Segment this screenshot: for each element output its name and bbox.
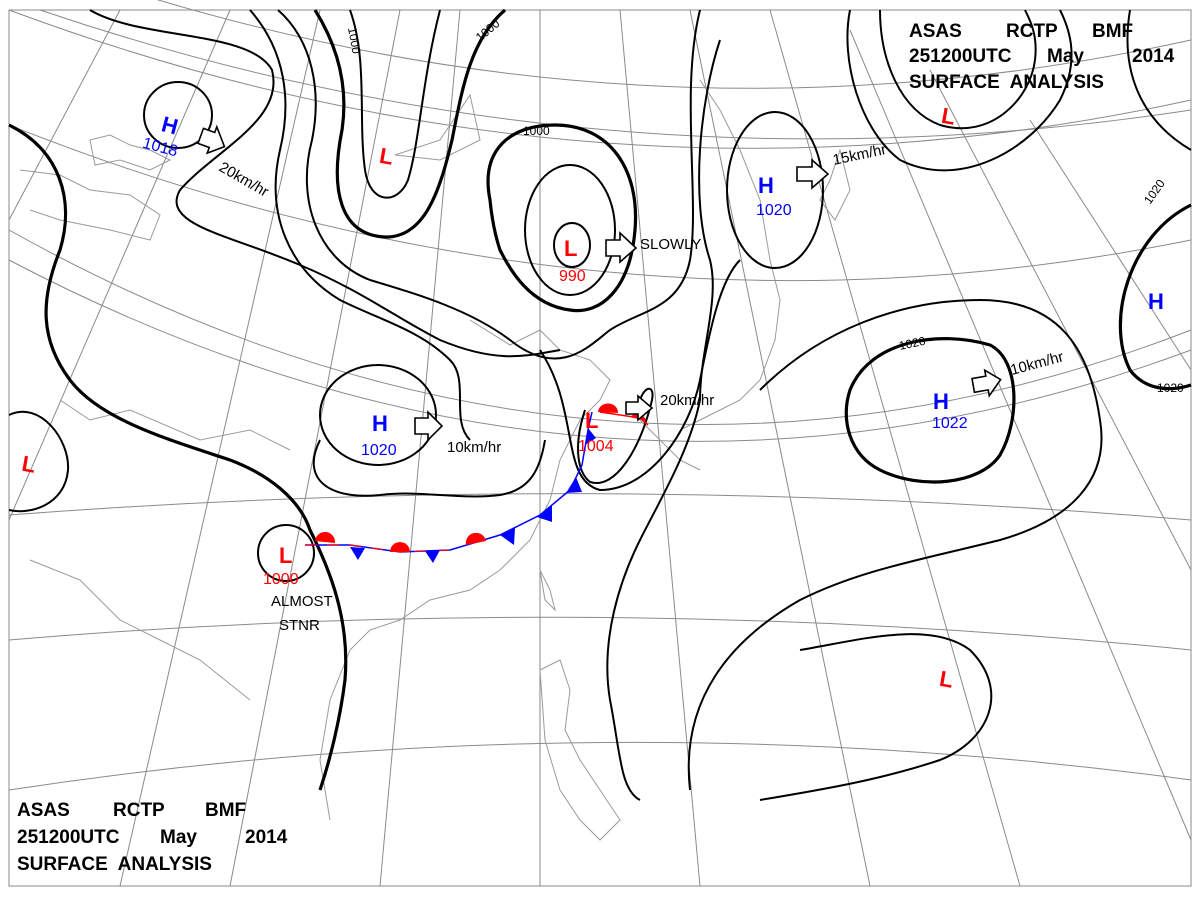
motion-arrow-icon bbox=[796, 158, 830, 190]
header-year: 2014 bbox=[245, 827, 288, 848]
header-top-right: ASAS RCTP BMF 251200UTC May 2014 SURFACE… bbox=[909, 21, 1175, 93]
high-center-symbol: H bbox=[1148, 289, 1164, 314]
motion-arrow-icon bbox=[971, 368, 1002, 398]
header-station: RCTP bbox=[1006, 21, 1058, 42]
high-center-value: 1022 bbox=[932, 415, 968, 432]
high-center-symbol: H bbox=[159, 111, 181, 139]
isobar-labels: 1000 1000 1000 1020 1020 1020 bbox=[345, 16, 1184, 395]
low-center-symbol: L bbox=[564, 236, 577, 261]
header-month: May bbox=[1047, 46, 1084, 67]
header-time: 251200UTC bbox=[909, 46, 1012, 67]
motion-arrow-icon bbox=[414, 410, 444, 442]
low-center-symbol: L bbox=[378, 143, 396, 170]
header-unit: BMF bbox=[1092, 21, 1133, 42]
low-center-symbol: L bbox=[940, 103, 958, 130]
map-frame bbox=[8, 9, 1192, 887]
header-unit: BMF bbox=[205, 800, 246, 821]
isobar-label: 1000 bbox=[523, 124, 550, 138]
isobar-label: 1020 bbox=[898, 334, 927, 353]
header-title: SURFACE ANALYSIS bbox=[909, 72, 1104, 93]
high-center-symbol: H bbox=[758, 173, 774, 198]
motion-label: 10km/hr bbox=[447, 439, 501, 456]
motion-label: 20km/hr bbox=[660, 392, 714, 409]
high-center-value: 1020 bbox=[756, 202, 792, 219]
high-center-symbol: H bbox=[372, 411, 388, 436]
header-time: 251200UTC bbox=[17, 827, 120, 848]
header-title: SURFACE ANALYSIS bbox=[17, 854, 212, 875]
low-center-symbol: L bbox=[938, 666, 956, 693]
low-center-symbol: L bbox=[585, 408, 598, 433]
header-source: ASAS bbox=[909, 21, 962, 42]
isobars bbox=[8, 8, 1192, 801]
header-bottom-left: ASAS RCTP BMF 251200UTC May 2014 SURFACE… bbox=[17, 800, 288, 875]
pressure-centers: H 1018 L L 990 H 1020 L H 1020 L 1004 L … bbox=[20, 103, 1164, 693]
isobar-label: 1020 bbox=[1157, 381, 1184, 395]
low-center-value: 1000 bbox=[263, 571, 299, 588]
stnr-label: STNR bbox=[279, 617, 320, 634]
motion-arrow-icon bbox=[196, 124, 226, 155]
low-center-symbol: L bbox=[20, 451, 38, 478]
motion-arrows bbox=[196, 124, 1002, 442]
low-center-symbol: L bbox=[279, 543, 292, 568]
almost-label: ALMOST bbox=[271, 593, 333, 610]
header-year: 2014 bbox=[1132, 46, 1175, 67]
header-month: May bbox=[160, 827, 197, 848]
high-center-symbol: H bbox=[933, 389, 949, 414]
isobar-label: 1000 bbox=[345, 26, 363, 55]
header-station: RCTP bbox=[113, 800, 165, 821]
motion-arrow-icon bbox=[605, 231, 638, 264]
stationary-front bbox=[305, 411, 596, 563]
high-center-value: 1020 bbox=[361, 442, 397, 459]
motion-arrow-icon bbox=[625, 394, 654, 422]
low-center-value: 1004 bbox=[578, 438, 614, 455]
motion-label: SLOWLY bbox=[640, 236, 701, 253]
header-source: ASAS bbox=[17, 800, 70, 821]
low-center-value: 990 bbox=[559, 268, 586, 285]
